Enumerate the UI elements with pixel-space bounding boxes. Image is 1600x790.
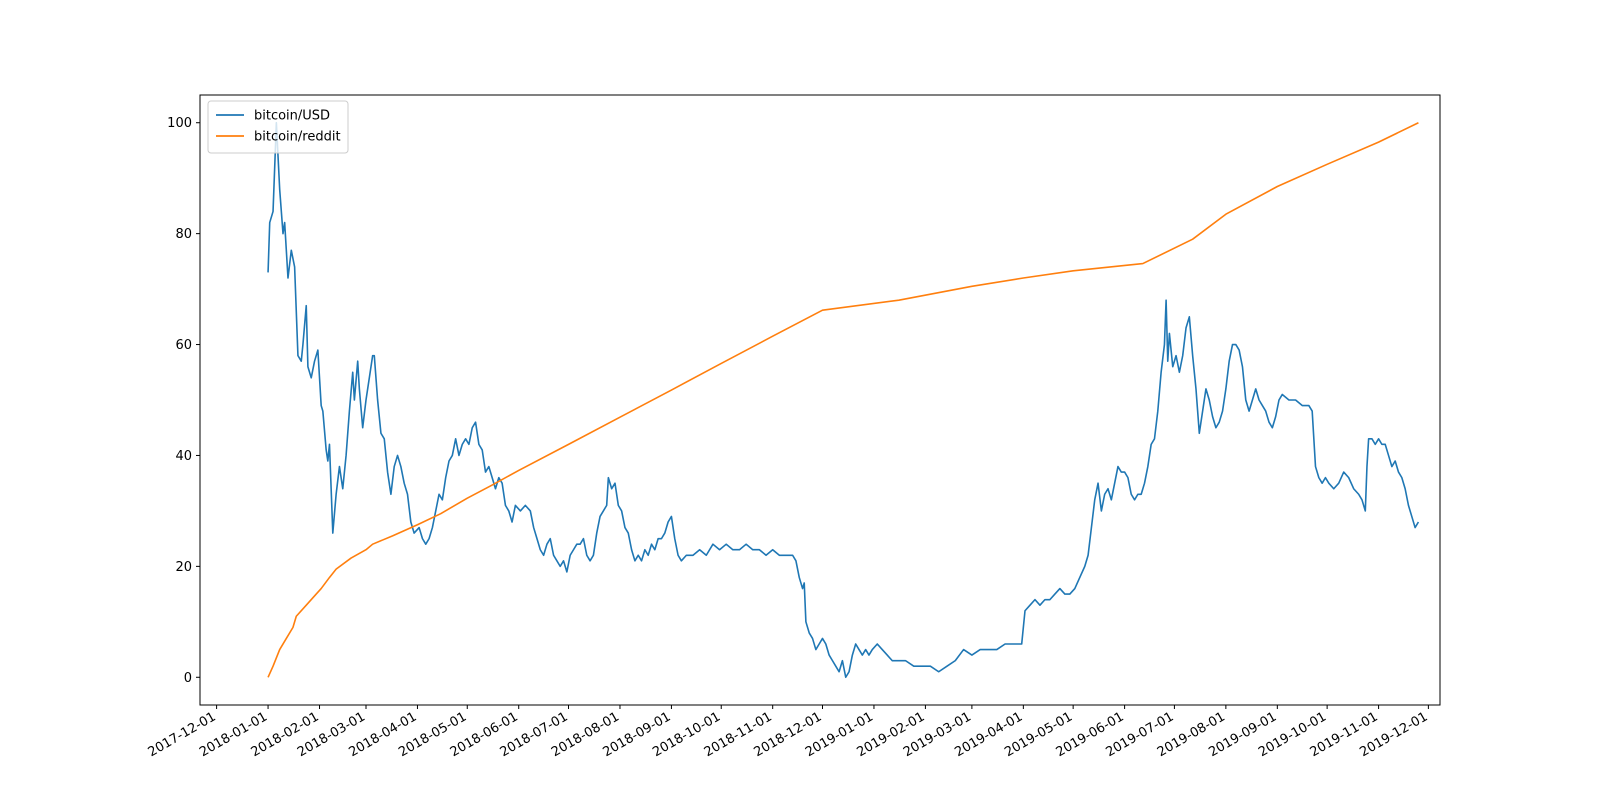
series-layer bbox=[267, 121, 1420, 679]
legend: bitcoin/USD bitcoin/reddit bbox=[207, 100, 349, 154]
plot-frame bbox=[199, 94, 1441, 706]
y-tick-label: 100 bbox=[167, 116, 192, 131]
y-tick-label: 80 bbox=[175, 227, 192, 242]
series-line-1 bbox=[267, 122, 1419, 678]
y-tick-label: 60 bbox=[175, 338, 192, 353]
legend-label: bitcoin/USD bbox=[254, 109, 330, 124]
series-line-0 bbox=[267, 121, 1420, 679]
y-tick-label: 40 bbox=[175, 449, 192, 464]
legend-box bbox=[207, 100, 349, 154]
y-tick-label: 20 bbox=[175, 560, 192, 575]
y-tick-label: 0 bbox=[184, 671, 192, 686]
legend-label: bitcoin/reddit bbox=[254, 130, 341, 145]
y-axis: 0 20 40 60 80 100 bbox=[167, 116, 200, 686]
